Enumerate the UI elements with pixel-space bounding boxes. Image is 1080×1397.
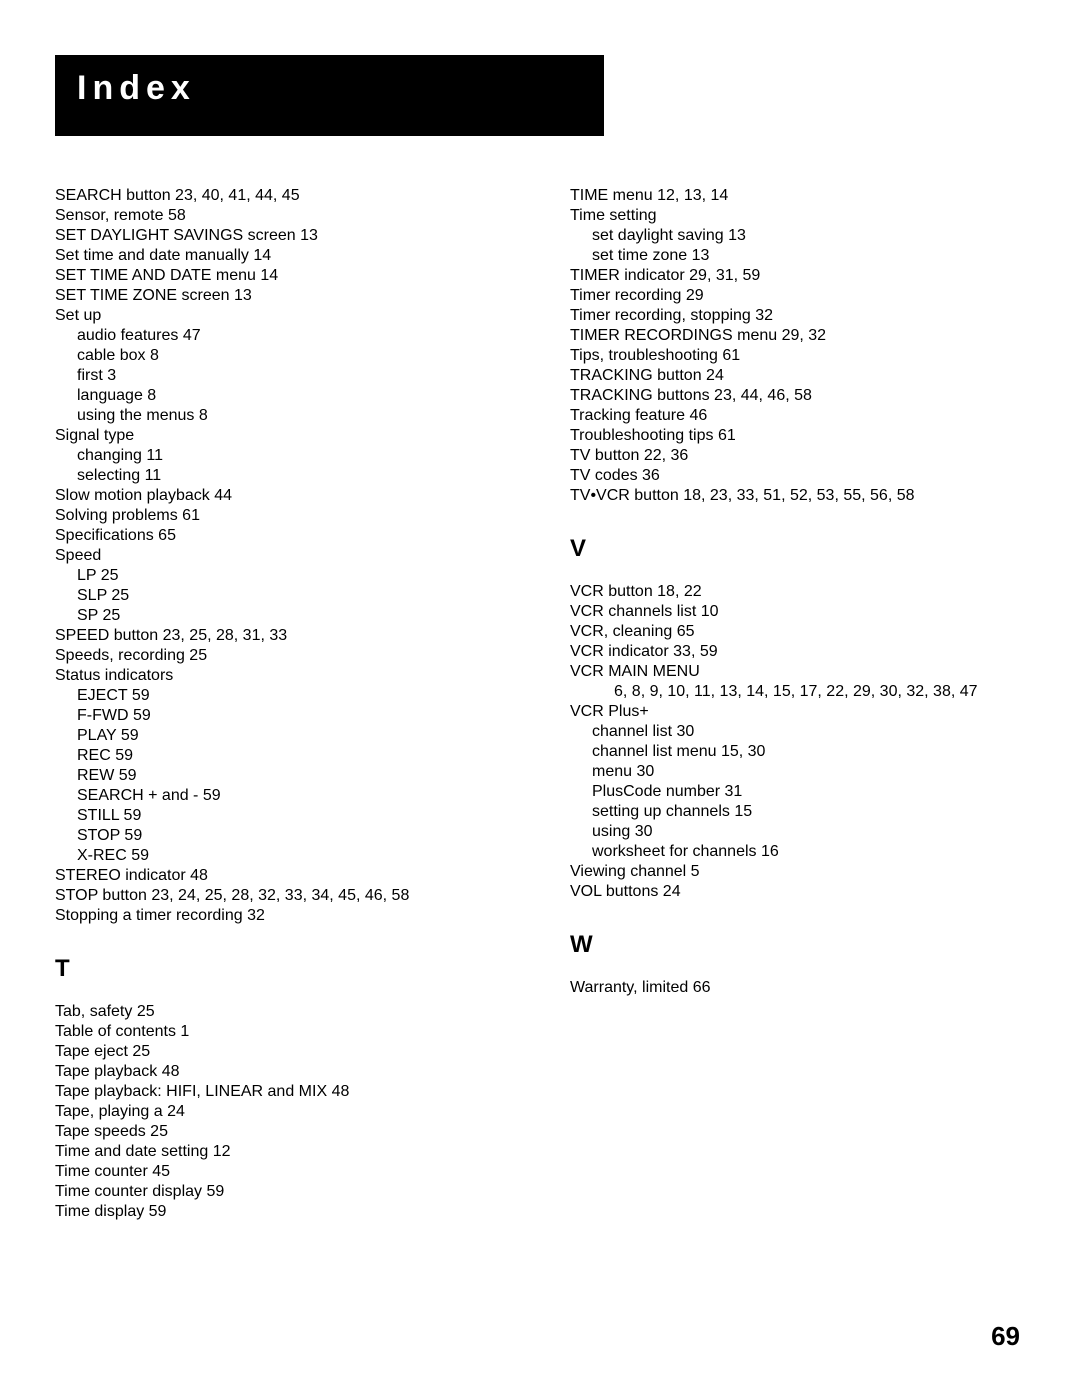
index-entry: Time counter display 59 bbox=[55, 1182, 510, 1202]
index-entry: REW 59 bbox=[55, 766, 510, 786]
index-entry: LP 25 bbox=[55, 566, 510, 586]
index-entry: Status indicators bbox=[55, 666, 510, 686]
index-entry: Slow motion playback 44 bbox=[55, 486, 510, 506]
index-entry: SPEED button 23, 25, 28, 31, 33 bbox=[55, 626, 510, 646]
index-entry: Time counter 45 bbox=[55, 1162, 510, 1182]
index-entry: Tracking feature 46 bbox=[570, 406, 1025, 426]
section-letter: W bbox=[570, 930, 1025, 960]
index-column-left: SEARCH button 23, 40, 41, 44, 45Sensor, … bbox=[55, 186, 510, 1222]
index-entry: X-REC 59 bbox=[55, 846, 510, 866]
index-entry: using 30 bbox=[570, 822, 1025, 842]
index-entry: first 3 bbox=[55, 366, 510, 386]
index-entry: Troubleshooting tips 61 bbox=[570, 426, 1025, 446]
page-number: 69 bbox=[991, 1321, 1020, 1352]
index-entry: Table of contents 1 bbox=[55, 1022, 510, 1042]
index-entry: PLAY 59 bbox=[55, 726, 510, 746]
index-entry: Timer recording 29 bbox=[570, 286, 1025, 306]
index-entry: worksheet for channels 16 bbox=[570, 842, 1025, 862]
index-entry: STOP button 23, 24, 25, 28, 32, 33, 34, … bbox=[55, 886, 510, 906]
index-entry: setting up channels 15 bbox=[570, 802, 1025, 822]
index-entry: Timer recording, stopping 32 bbox=[570, 306, 1025, 326]
index-entry: menu 30 bbox=[570, 762, 1025, 782]
index-entry: set daylight saving 13 bbox=[570, 226, 1025, 246]
index-entry: Time and date setting 12 bbox=[55, 1142, 510, 1162]
section-letter: T bbox=[55, 954, 510, 984]
index-entry: Specifications 65 bbox=[55, 526, 510, 546]
index-entry: TV codes 36 bbox=[570, 466, 1025, 486]
index-entry: TV button 22, 36 bbox=[570, 446, 1025, 466]
index-entry: SET DAYLIGHT SAVINGS screen 13 bbox=[55, 226, 510, 246]
index-entry: TIMER RECORDINGS menu 29, 32 bbox=[570, 326, 1025, 346]
index-entry: TRACKING button 24 bbox=[570, 366, 1025, 386]
index-entry: VCR Plus+ bbox=[570, 702, 1025, 722]
index-entry: VCR channels list 10 bbox=[570, 602, 1025, 622]
index-entry: Tape playback: HIFI, LINEAR and MIX 48 bbox=[55, 1082, 510, 1102]
page-title: Index bbox=[77, 69, 196, 107]
page-title-bar: Index bbox=[55, 55, 604, 136]
index-columns: SEARCH button 23, 40, 41, 44, 45Sensor, … bbox=[55, 186, 1025, 1222]
index-entry: TIME menu 12, 13, 14 bbox=[570, 186, 1025, 206]
index-entry: SP 25 bbox=[55, 606, 510, 626]
index-entry: REC 59 bbox=[55, 746, 510, 766]
index-entry: Set up bbox=[55, 306, 510, 326]
index-entry: TIMER indicator 29, 31, 59 bbox=[570, 266, 1025, 286]
section-letter: V bbox=[570, 534, 1025, 564]
index-entry: SET TIME ZONE screen 13 bbox=[55, 286, 510, 306]
index-entry: Tape eject 25 bbox=[55, 1042, 510, 1062]
index-entry: Warranty, limited 66 bbox=[570, 978, 1025, 998]
index-entry: Tape speeds 25 bbox=[55, 1122, 510, 1142]
index-entry: TRACKING buttons 23, 44, 46, 58 bbox=[570, 386, 1025, 406]
index-entry: STEREO indicator 48 bbox=[55, 866, 510, 886]
index-entry: Tape, playing a 24 bbox=[55, 1102, 510, 1122]
index-entry: channel list menu 15, 30 bbox=[570, 742, 1025, 762]
index-entry: SEARCH + and - 59 bbox=[55, 786, 510, 806]
index-entry: Speeds, recording 25 bbox=[55, 646, 510, 666]
index-entry: SLP 25 bbox=[55, 586, 510, 606]
index-entry: Time display 59 bbox=[55, 1202, 510, 1222]
index-entry: Tips, troubleshooting 61 bbox=[570, 346, 1025, 366]
index-entry: STILL 59 bbox=[55, 806, 510, 826]
index-entry: Viewing channel 5 bbox=[570, 862, 1025, 882]
index-entry: Time setting bbox=[570, 206, 1025, 226]
index-entry: changing 11 bbox=[55, 446, 510, 466]
index-entry: SEARCH button 23, 40, 41, 44, 45 bbox=[55, 186, 510, 206]
index-entry: set time zone 13 bbox=[570, 246, 1025, 266]
index-entry: Signal type bbox=[55, 426, 510, 446]
index-entry: PlusCode number 31 bbox=[570, 782, 1025, 802]
index-entry: STOP 59 bbox=[55, 826, 510, 846]
index-entry: TV•VCR button 18, 23, 33, 51, 52, 53, 55… bbox=[570, 486, 1025, 506]
index-entry: EJECT 59 bbox=[55, 686, 510, 706]
index-entry: cable box 8 bbox=[55, 346, 510, 366]
index-entry: VOL buttons 24 bbox=[570, 882, 1025, 902]
index-page: Index SEARCH button 23, 40, 41, 44, 45Se… bbox=[0, 0, 1080, 1397]
index-entry: 6, 8, 9, 10, 11, 13, 14, 15, 17, 22, 29,… bbox=[570, 682, 1025, 702]
index-entry: Tape playback 48 bbox=[55, 1062, 510, 1082]
index-entry: language 8 bbox=[55, 386, 510, 406]
index-entry: Sensor, remote 58 bbox=[55, 206, 510, 226]
index-entry: Tab, safety 25 bbox=[55, 1002, 510, 1022]
index-entry: F-FWD 59 bbox=[55, 706, 510, 726]
index-entry: VCR indicator 33, 59 bbox=[570, 642, 1025, 662]
index-entry: SET TIME AND DATE menu 14 bbox=[55, 266, 510, 286]
index-entry: selecting 11 bbox=[55, 466, 510, 486]
index-entry: audio features 47 bbox=[55, 326, 510, 346]
index-entry: Speed bbox=[55, 546, 510, 566]
index-entry: VCR MAIN MENU bbox=[570, 662, 1025, 682]
index-entry: VCR button 18, 22 bbox=[570, 582, 1025, 602]
index-column-right: TIME menu 12, 13, 14Time settingset dayl… bbox=[570, 186, 1025, 1222]
index-entry: Set time and date manually 14 bbox=[55, 246, 510, 266]
index-entry: using the menus 8 bbox=[55, 406, 510, 426]
index-entry: channel list 30 bbox=[570, 722, 1025, 742]
index-entry: Solving problems 61 bbox=[55, 506, 510, 526]
index-entry: Stopping a timer recording 32 bbox=[55, 906, 510, 926]
index-entry: VCR, cleaning 65 bbox=[570, 622, 1025, 642]
